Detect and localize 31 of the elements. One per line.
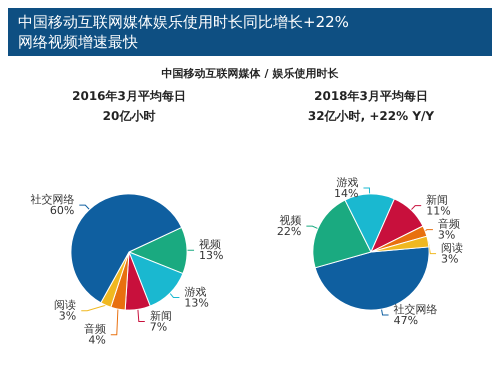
data-label: 22%: [276, 225, 302, 238]
text: 网络视频增速最快: [18, 32, 139, 52]
chart-subtitle: 32亿小时, +22% Y/Y: [308, 109, 434, 123]
data-label: 7%: [150, 320, 168, 334]
slice-label: 阅读: [441, 242, 464, 255]
slice-label: 音频: [84, 322, 106, 336]
text: 中国移动互联网媒体 / 娱乐使用时长: [160, 66, 340, 81]
data-label: 60%: [50, 204, 74, 218]
data-label: 11%: [426, 204, 451, 218]
chart-title: 2016年3月平均每日: [72, 89, 186, 103]
data-label: 14%: [334, 186, 358, 200]
data-label: 13%: [184, 296, 209, 310]
data-label: 13%: [199, 249, 224, 262]
chart-title: 2018年3月平均每日: [314, 89, 428, 103]
slice-label: 视频: [199, 238, 222, 252]
slice-label: 游戏: [336, 176, 358, 189]
text: 中国移动互联网媒体娱乐使用时长同比增长+22%: [18, 12, 350, 32]
chart-subtitle: 20亿小时: [102, 109, 156, 123]
data-label: 3%: [58, 310, 76, 323]
slice-label: 新闻: [150, 309, 172, 322]
data-label: 47%: [394, 314, 418, 328]
data-label: 3%: [441, 252, 459, 266]
slice-label: 音频: [438, 218, 460, 231]
slice-label: 视频: [279, 214, 302, 228]
slice-label: 新闻: [426, 194, 448, 207]
slice-label: 游戏: [184, 285, 206, 298]
slice-label: 社交网络: [30, 193, 74, 206]
slice-label: 社交网络: [394, 303, 438, 316]
data-label: 3%: [438, 228, 456, 242]
data-label: 4%: [88, 334, 106, 347]
slice-label: 阅读: [54, 298, 76, 312]
